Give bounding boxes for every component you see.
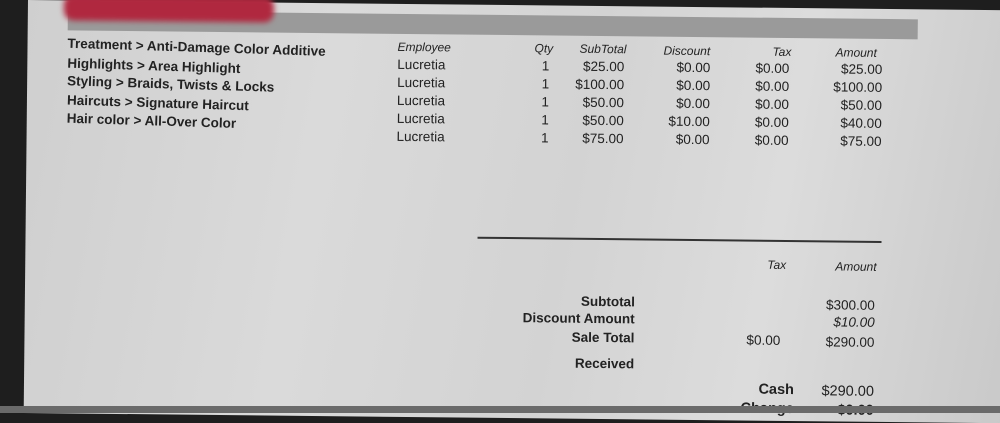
item-qty: 1 [541,94,550,110]
item-service: Haircuts > Signature Haircut [66,92,250,113]
item-amount: $75.00 [840,133,882,149]
col-subtotal: SubTotal [579,41,627,57]
item-subtotal: $50.00 [582,112,624,129]
item-tax: $0.00 [755,96,790,112]
item-subtotal: $75.00 [582,130,624,147]
discount-value: $10.00 [833,314,875,330]
receipt: Employee Qty SubTotal Discount Tax Amoun… [23,0,1000,423]
item-qty: 1 [541,76,550,92]
item-service: Treatment > Anti-Damage Color Additive [67,35,326,59]
cash-label: Cash [758,381,795,399]
item-amount: $25.00 [840,61,883,77]
divider [477,236,882,243]
totals-tax-header: Tax [767,257,787,272]
sale-total-value: $290.00 [825,334,875,350]
subtotal-value: $300.00 [825,297,875,313]
item-employee: Lucretia [396,128,445,145]
item-amount: $50.00 [840,97,883,113]
item-tax: $0.00 [755,60,790,76]
item-service: Highlights > Area Highlight [67,55,241,76]
col-employee: Employee [397,39,451,55]
item-tax: $0.00 [754,114,789,130]
cash-value: $290.00 [821,383,875,400]
item-qty: 1 [540,130,549,146]
received-label: Received [574,355,635,372]
item-service: Hair color > All-Over Color [66,110,237,131]
item-tax: $0.00 [755,78,790,94]
col-qty: Qty [534,41,554,56]
item-amount: $40.00 [840,115,882,131]
item-subtotal: $50.00 [582,94,625,111]
sale-tax-value: $0.00 [746,332,781,348]
table-edge [0,406,1000,413]
item-employee: Lucretia [397,74,446,91]
item-employee: Lucretia [396,92,446,109]
subtotal-label: Subtotal [580,293,635,310]
discount-label: Discount Amount [522,310,635,327]
item-discount: $10.00 [668,113,710,130]
item-employee: Lucretia [396,110,445,127]
item-discount: $0.00 [675,131,710,148]
item-service: Styling > Braids, Twists & Locks [66,73,275,95]
item-discount: $0.00 [676,95,711,112]
item-employee: Lucretia [397,56,446,73]
item-tax: $0.00 [754,132,789,148]
item-subtotal: $25.00 [582,58,625,75]
totals-amount-header: Amount [835,259,877,274]
col-amount: Amount [835,45,877,60]
item-amount: $100.00 [833,79,883,95]
redaction-mark [63,0,275,23]
item-subtotal: $100.00 [575,76,625,93]
col-discount: Discount [663,43,711,59]
item-qty: 1 [541,112,549,128]
item-qty: 1 [541,58,550,74]
col-tax: Tax [772,44,792,59]
item-discount: $0.00 [676,59,711,76]
item-discount: $0.00 [676,77,711,94]
sale-total-label: Sale Total [571,329,635,346]
